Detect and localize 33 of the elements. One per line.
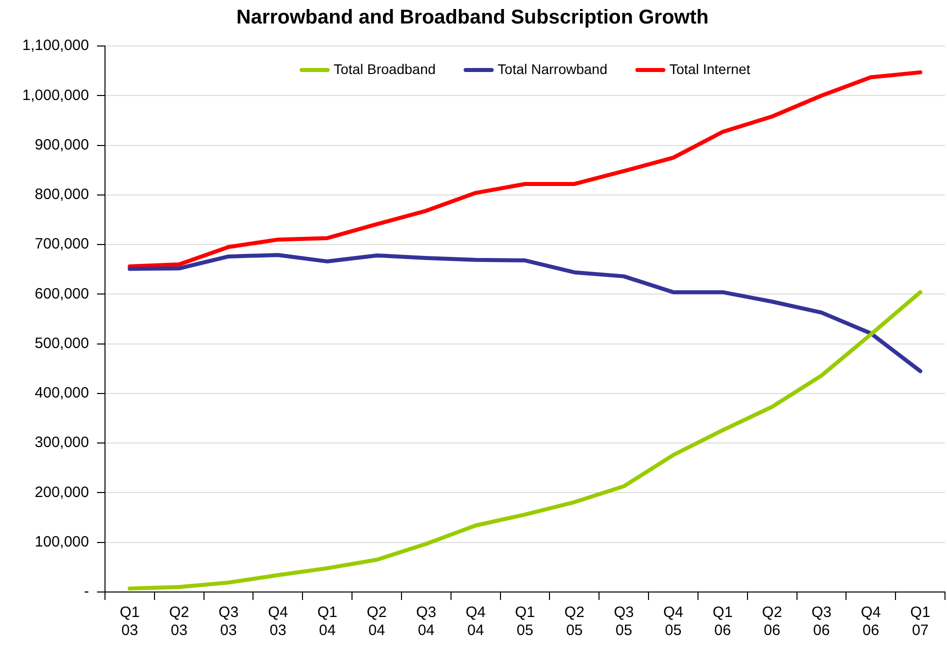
chart-title: Narrowband and Broadband Subscription Growth	[236, 6, 709, 29]
x-tick-label: Q3 05	[614, 604, 634, 640]
y-tick-label: 200,000	[34, 484, 89, 501]
y-tick-label: -	[84, 583, 89, 600]
y-tick-label: 900,000	[34, 136, 89, 154]
y-tick-label: 1,100,000	[22, 37, 89, 54]
y-tick-label: 600,000	[34, 285, 89, 302]
x-tick-label: Q1 04	[317, 604, 338, 640]
y-tick-label: 500,000	[34, 334, 89, 352]
y-tick-label: 800,000	[34, 186, 89, 204]
x-tick-label: Q1 07	[910, 604, 930, 640]
x-tick-label: Q4 03	[268, 604, 288, 640]
x-tick-label: Q1 06	[712, 604, 733, 640]
y-tick-label: 100,000	[34, 534, 89, 551]
x-tick-label: Q4 05	[663, 604, 684, 640]
x-tick-label: Q3 03	[218, 604, 239, 640]
x-tick-label: Q2 04	[366, 604, 387, 640]
x-tick-label: Q4 04	[466, 604, 486, 640]
x-tick-label: Q1 05	[514, 604, 536, 640]
x-tick-label: Q2 06	[762, 604, 782, 640]
x-tick-label: Q3 06	[811, 604, 832, 640]
x-tick-label: Q1 03	[120, 604, 140, 640]
x-tick-label: Q2 03	[169, 604, 190, 640]
y-tick-label: 400,000	[34, 384, 89, 402]
legend-label: Total Narrowband	[498, 60, 608, 77]
y-tick-label: 1,000,000	[22, 86, 89, 104]
x-tick-label: Q2 05	[564, 604, 584, 640]
y-tick-label: 300,000	[34, 434, 89, 452]
x-tick-label: Q4 06	[860, 604, 881, 640]
legend-label: Total Broadband	[334, 60, 436, 77]
y-tick-label: 700,000	[34, 236, 89, 253]
legend-label: Total Internet	[669, 60, 750, 77]
x-tick-label: Q3 04	[416, 604, 436, 640]
